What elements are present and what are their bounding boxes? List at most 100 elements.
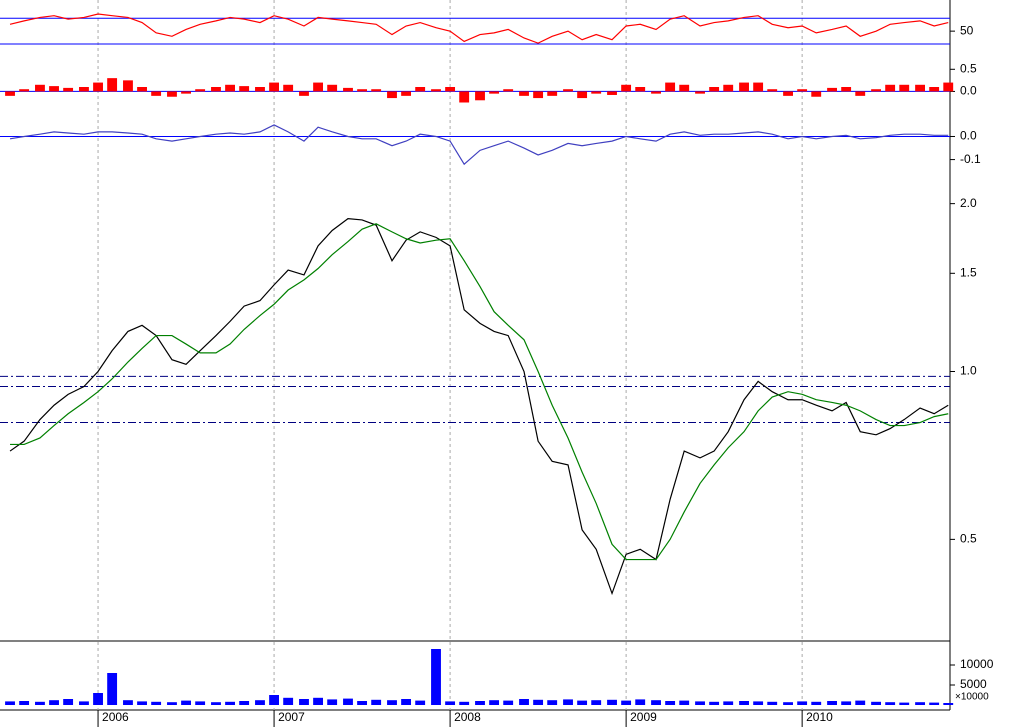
bar (239, 701, 250, 705)
x-tick-label: 2010 (806, 710, 833, 724)
y-tick-label: 0.0 (960, 84, 977, 98)
bar (299, 91, 309, 96)
y-tick-label: 10000 (960, 657, 994, 671)
bar (327, 84, 338, 92)
bar (123, 700, 133, 705)
bar (871, 701, 881, 705)
bar (79, 701, 89, 705)
y-tick-label: 0.5 (960, 532, 977, 546)
bar (621, 700, 632, 705)
bar (915, 84, 926, 92)
bar (63, 87, 74, 92)
bar (695, 701, 705, 705)
bar (943, 82, 954, 92)
bar (709, 701, 720, 705)
x-tick-label: 2009 (630, 710, 657, 724)
bar (283, 697, 294, 705)
bar (723, 84, 734, 92)
bar (841, 87, 852, 92)
bar (783, 702, 793, 705)
bar (415, 700, 426, 705)
y-tick-label: 5000 (960, 677, 987, 691)
bar (255, 87, 265, 92)
bar (577, 91, 588, 99)
series-line (9, 13, 949, 44)
x-tick-label: 2006 (102, 710, 129, 724)
y-tick-label: 2.0 (960, 196, 977, 210)
bar (739, 82, 749, 92)
bar (327, 699, 338, 705)
bar (577, 700, 588, 705)
bar (899, 702, 910, 705)
bar (797, 701, 808, 705)
bar (503, 89, 514, 92)
bar (783, 91, 793, 96)
bar (929, 702, 940, 705)
bar (35, 84, 45, 92)
bar (445, 701, 456, 705)
y-tick-label: 1.0 (960, 364, 977, 378)
bar (371, 699, 382, 705)
bar (503, 700, 514, 705)
bar (489, 700, 500, 705)
y-tick-label: -0.1 (960, 152, 981, 166)
bar (607, 91, 617, 95)
bar (107, 673, 118, 705)
bar (151, 701, 162, 705)
bar (459, 701, 470, 705)
bar (445, 87, 456, 92)
bar (137, 701, 147, 705)
bar (607, 699, 617, 705)
series-line (9, 124, 949, 166)
bar (827, 87, 837, 92)
bar (885, 702, 896, 705)
bar (533, 699, 544, 705)
bar (225, 84, 235, 92)
bar (343, 87, 353, 92)
bar (431, 649, 441, 705)
bar (137, 87, 147, 92)
bar (621, 84, 632, 92)
bar (695, 91, 705, 94)
bar (679, 84, 690, 92)
bar (211, 87, 221, 92)
bar (899, 84, 910, 92)
bar (739, 701, 749, 705)
bar (665, 701, 676, 705)
bar (255, 700, 265, 705)
bar (855, 700, 866, 705)
bar (401, 699, 412, 705)
bar (195, 701, 206, 705)
bar (753, 82, 764, 92)
bar (651, 91, 661, 94)
bar (49, 86, 59, 92)
bar (35, 701, 45, 705)
bar (79, 87, 89, 92)
bar (5, 91, 15, 96)
bar (151, 91, 162, 96)
bar (855, 91, 866, 96)
bar (753, 701, 764, 705)
bar (885, 84, 896, 92)
bar (459, 91, 470, 103)
bar (299, 699, 309, 705)
bar (723, 701, 734, 705)
bar (635, 699, 646, 705)
bar (533, 91, 544, 99)
bar (283, 84, 294, 92)
bar (167, 702, 177, 705)
bar (371, 89, 382, 92)
bar (313, 82, 324, 92)
bar (167, 91, 177, 97)
bar (563, 699, 573, 705)
bar (871, 89, 881, 92)
bar (827, 701, 837, 705)
bar (431, 89, 441, 92)
bar (811, 701, 822, 705)
bar (651, 700, 661, 705)
bar (563, 89, 573, 92)
bar (767, 89, 778, 92)
bar (943, 703, 954, 705)
bar (195, 89, 206, 92)
